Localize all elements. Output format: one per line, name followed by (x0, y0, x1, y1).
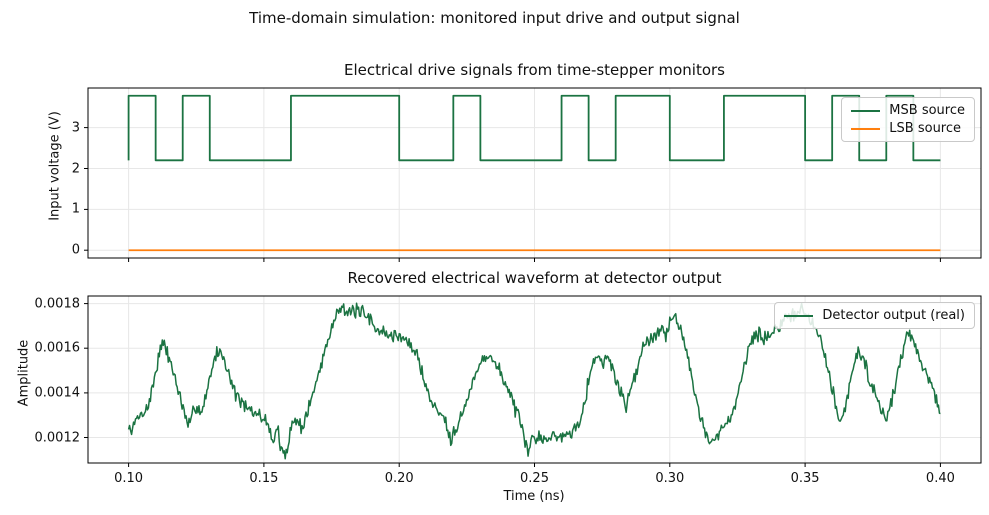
y-tick-label: 0.0012 (34, 430, 81, 446)
y-tick-label: 1 (71, 201, 80, 217)
legend-bottom: Detector output (real) (774, 302, 975, 329)
x-tick-label: 0.15 (249, 471, 279, 486)
y-tick-label: 0.0018 (34, 296, 81, 312)
lsb-legend-line (851, 127, 881, 130)
x-tick-label: 0.30 (655, 471, 685, 486)
x-tick-label: 0.10 (114, 471, 144, 486)
x-tick-label: 0.35 (790, 471, 820, 486)
subplot-2-title: Recovered electrical waveform at detecto… (347, 269, 722, 287)
x-axis-label-time: Time (ns) (503, 489, 565, 504)
detector-legend-label: Detector output (real) (822, 308, 965, 323)
x-tick-label: 0.25 (520, 471, 549, 486)
x-tick-label: 0.20 (384, 471, 414, 486)
legend-row-lsb: LSB source (851, 121, 965, 136)
figure-suptitle: Time-domain simulation: monitored input … (249, 9, 740, 27)
y-tick-label: 2 (71, 161, 80, 176)
msb-source-line (127, 94, 941, 162)
y-tick-label: 0 (71, 242, 80, 258)
y-tick-label: 0.0016 (34, 340, 81, 356)
msb-legend-line (851, 109, 881, 112)
y-axis-label-amplitude: Amplitude (16, 339, 32, 407)
x-tick-label: 0.40 (925, 471, 955, 486)
legend-row-detector: Detector output (real) (784, 308, 965, 323)
detector-legend-line (784, 314, 814, 317)
lsb-legend-label: LSB source (889, 121, 962, 136)
subplot-1-title: Electrical drive signals from time-stepp… (343, 61, 725, 79)
legend-row-msb: MSB source (851, 103, 965, 118)
y-tick-label: 0.0014 (34, 385, 81, 401)
y-axis-label-input-voltage: Input voltage (V) (47, 111, 63, 221)
y-tick-label: 3 (71, 120, 80, 136)
msb-legend-label: MSB source (889, 103, 965, 118)
legend-top: MSB source LSB source (841, 97, 975, 142)
